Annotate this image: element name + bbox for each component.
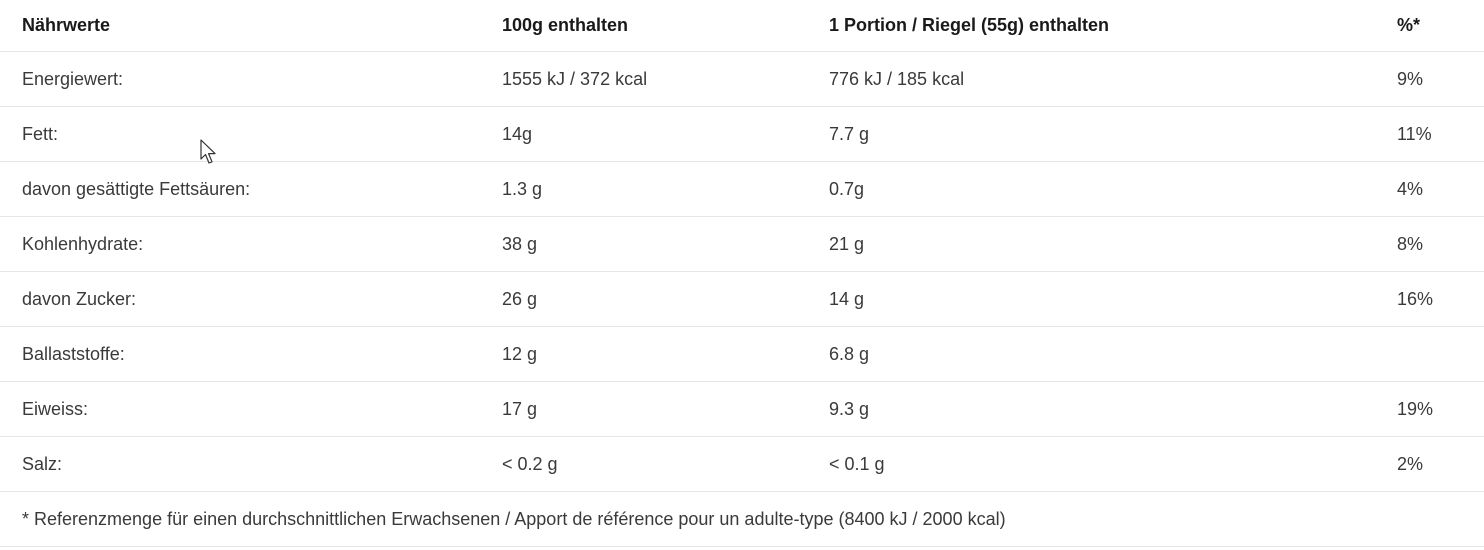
footnote-text: * Referenzmenge für einen durchschnittli… <box>22 508 1006 529</box>
value-percent: 9% <box>1397 68 1424 89</box>
value-per-portion: 6.8 g <box>829 343 870 364</box>
value-per-100g: 17 g <box>502 398 538 419</box>
value-per-100g: 1.3 g <box>502 178 543 199</box>
nutrient-name: davon Zucker: <box>22 288 137 309</box>
nutrient-name: Energiewert: <box>22 68 124 89</box>
nutrient-name: Eiweiss: <box>22 398 89 419</box>
nutrient-name: Salz: <box>22 453 63 474</box>
value-per-portion: 776 kJ / 185 kcal <box>829 68 965 89</box>
value-percent: 4% <box>1397 178 1424 199</box>
value-per-100g: < 0.2 g <box>502 453 558 474</box>
value-percent: 8% <box>1397 233 1424 254</box>
value-per-portion: 21 g <box>829 233 865 254</box>
value-per-portion: 7.7 g <box>829 123 870 144</box>
value-per-100g: 38 g <box>502 233 538 254</box>
table-row: Ballaststoffe: 12 g 6.8 g <box>0 327 1484 382</box>
table-row: davon gesättigte Fettsäuren: 1.3 g 0.7g 4% <box>0 162 1484 217</box>
value-per-100g: 1555 kJ / 372 kcal <box>502 68 648 89</box>
value-per-portion: < 0.1 g <box>829 453 885 474</box>
value-per-100g: 26 g <box>502 288 538 309</box>
value-percent: 11% <box>1397 123 1432 144</box>
table-row: Energiewert: 1555 kJ / 372 kcal 776 kJ / 1… <box>0 52 1484 107</box>
value-percent: 16% <box>1397 288 1434 309</box>
value-per-100g: 14g <box>502 123 533 144</box>
table-header-row: Nährwerte 100g enthalten 1 Portion / Rie… <box>0 0 1484 52</box>
value-percent: 2% <box>1397 453 1424 474</box>
nutrient-name: Ballaststoffe: <box>22 343 125 364</box>
nutrient-name: Kohlenhydrate: <box>22 233 144 254</box>
nutrient-name: Fett: <box>22 123 59 144</box>
value-percent: 19% <box>1397 398 1434 419</box>
header-per-portion: 1 Portion / Riegel (55g) enthalten <box>829 15 1110 35</box>
table-row: Kohlenhydrate: 38 g 21 g 8% <box>0 217 1484 272</box>
value-per-portion: 14 g <box>829 288 865 309</box>
table-body: Energiewert: 1555 kJ / 372 kcal 776 kJ / 1… <box>0 52 1484 492</box>
footnote-row: * Referenzmenge für einen durchschnittli… <box>0 492 1484 547</box>
value-per-portion: 0.7g <box>829 178 865 199</box>
header-naehrwerte: Nährwerte <box>22 15 111 35</box>
value-per-portion: 9.3 g <box>829 398 870 419</box>
value-per-100g: 12 g <box>502 343 538 364</box>
table-row: Salz: < 0.2 g < 0.1 g 2% <box>0 437 1484 492</box>
table-row: Eiweiss: 17 g 9.3 g 19% <box>0 382 1484 437</box>
header-per-100g: 100g enthalten <box>502 15 629 35</box>
table-row: davon Zucker: 26 g 14 g 16% <box>0 272 1484 327</box>
nutrient-name: davon gesättigte Fettsäuren: <box>22 178 251 199</box>
table-row: Fett: 14g 7.7 g 11% <box>0 107 1484 162</box>
header-percent: %* <box>1397 15 1421 35</box>
